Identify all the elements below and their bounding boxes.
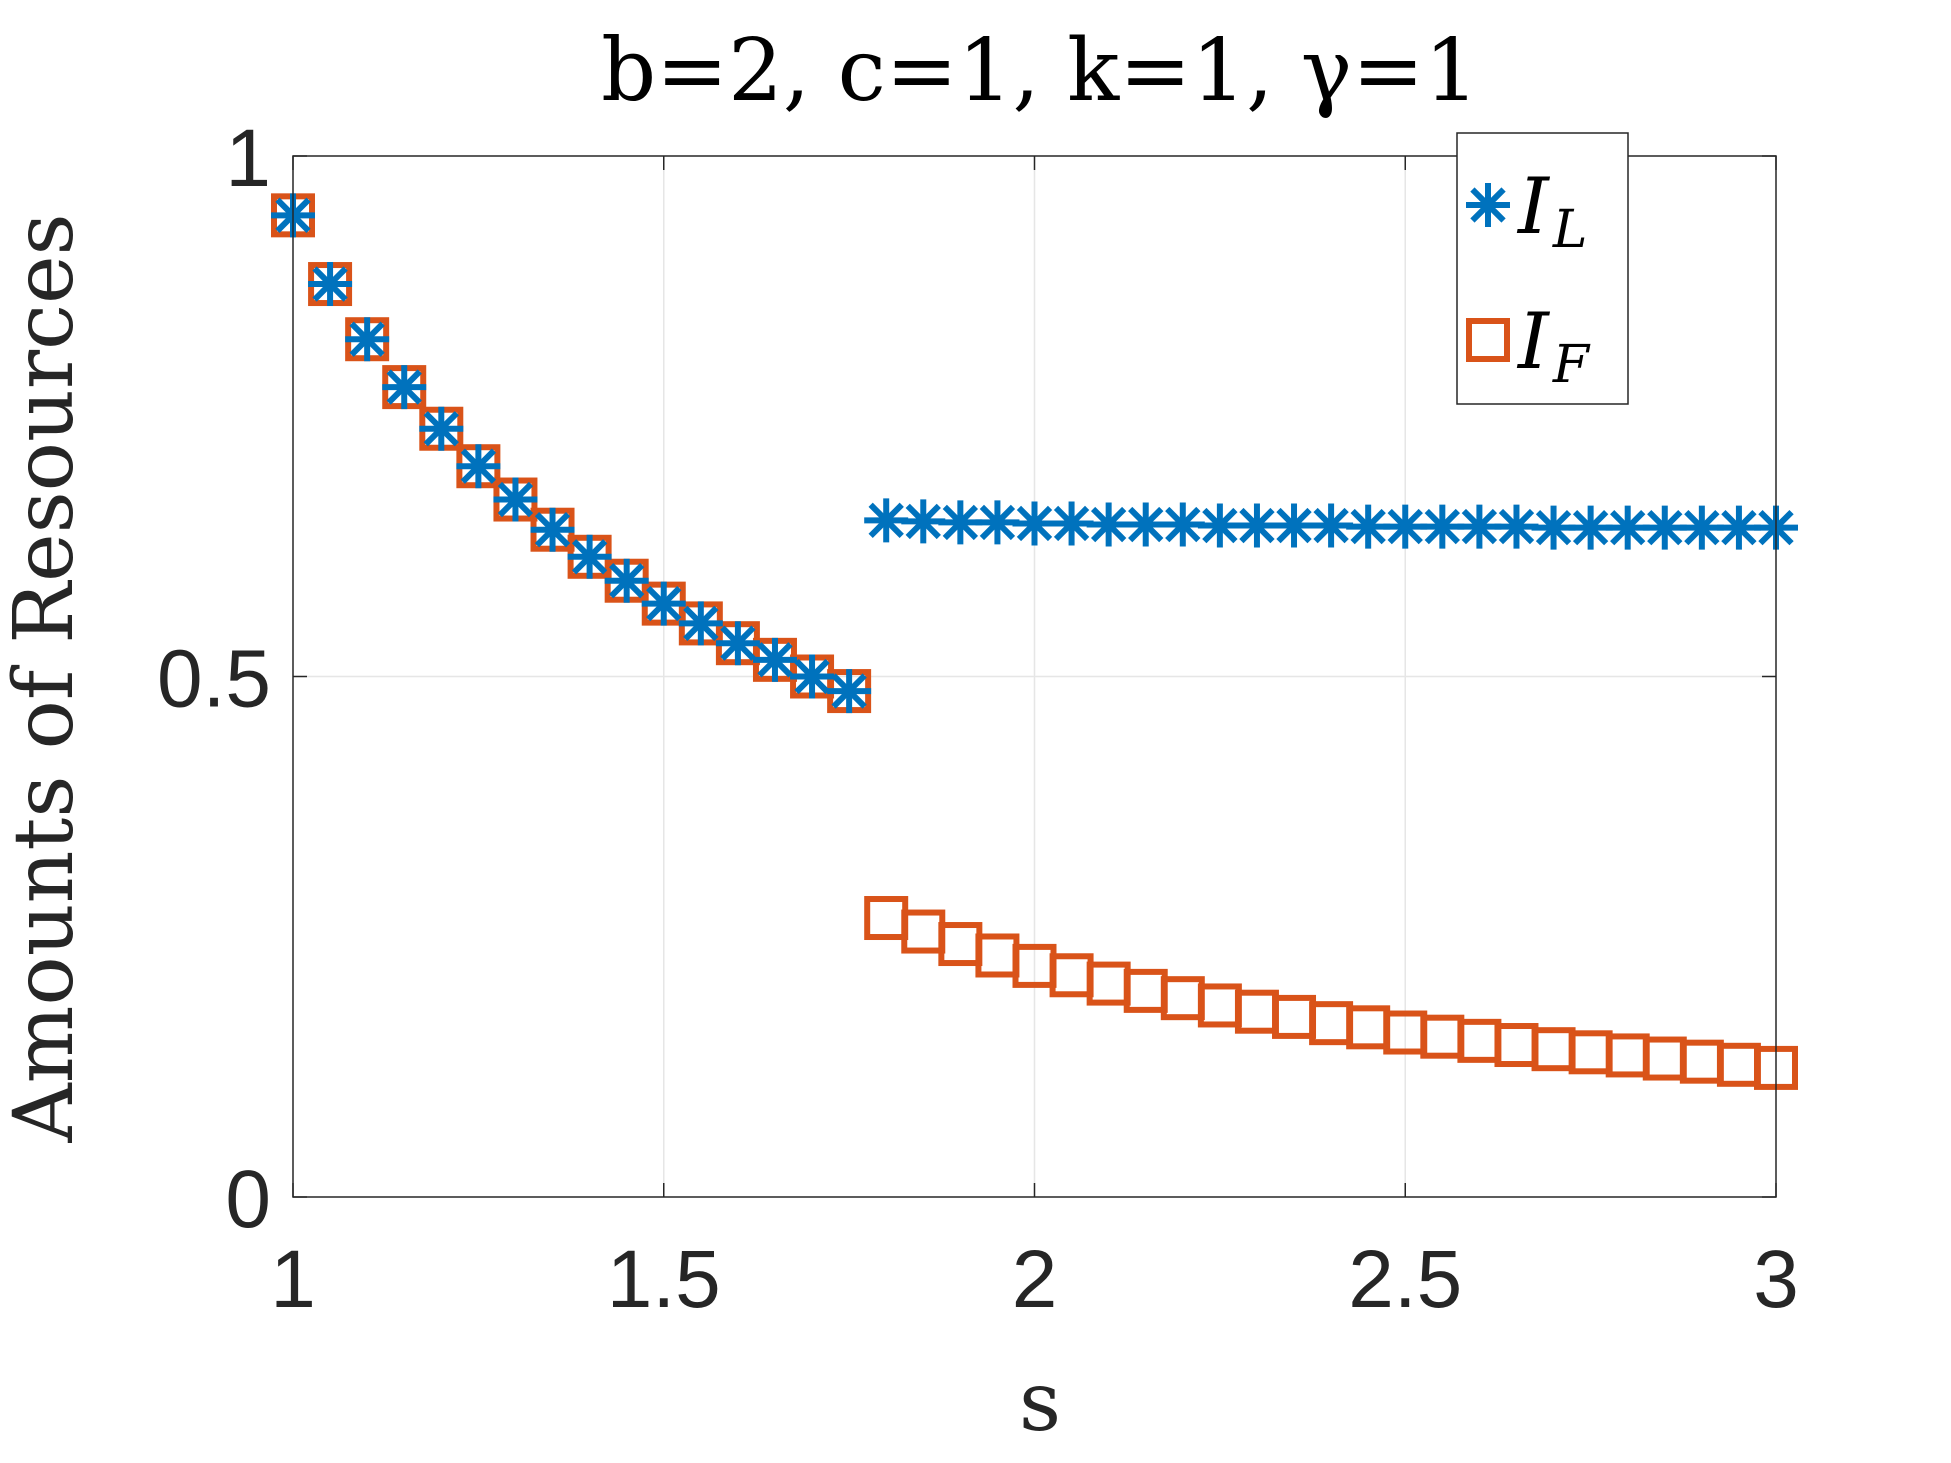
x-tick-label: 1.5 (607, 1234, 721, 1325)
chart-title: b=2, c=1, k=1, γ=1 (601, 21, 1479, 121)
y-tick-label: 1 (225, 113, 271, 204)
x-tick-label: 3 (1753, 1234, 1799, 1325)
y-tick-label: 0 (225, 1154, 271, 1245)
data-point-i-l (864, 498, 909, 543)
data-point-i-l (1012, 501, 1057, 546)
legend-marker-square (1466, 318, 1510, 362)
legend-item-i-f: IF (1466, 297, 1591, 395)
data-point-i-l (1049, 501, 1094, 546)
data-point-i-l (1679, 505, 1724, 550)
axis-ticks: 1 1.5 2 2.5 3 0 0.5 1 (157, 113, 1799, 1325)
data-point-i-l (827, 669, 872, 714)
legend: IL IF (1456, 132, 1629, 405)
data-point-i-l (530, 507, 575, 552)
data-point-i-l (493, 477, 538, 522)
data-point-i-l (567, 534, 612, 579)
data-point-i-l (1605, 505, 1650, 550)
x-tick-label: 1 (270, 1234, 316, 1325)
series-layer (271, 193, 1798, 1090)
data-point-i-l (975, 500, 1020, 545)
data-point-i-l (1457, 504, 1502, 549)
data-point-i-l (790, 654, 835, 699)
data-point-i-l (1568, 505, 1613, 550)
y-axis-label: Amounts of Resources (0, 213, 92, 1143)
data-point-i-l (604, 558, 649, 603)
data-point-i-l (678, 601, 723, 646)
data-point-i-l (1197, 503, 1242, 548)
grid-lines (293, 156, 1776, 1197)
data-point-i-l (345, 317, 390, 362)
data-point-i-l (1272, 503, 1317, 548)
legend-label: IL (1516, 162, 1587, 260)
data-point-i-l (1086, 502, 1131, 547)
data-point-i-l (1716, 505, 1761, 550)
x-tick-label: 2 (1012, 1234, 1058, 1325)
data-point-i-l (1531, 505, 1576, 550)
data-point-i-l (419, 406, 464, 451)
legend-item-i-l: IL (1466, 162, 1587, 260)
data-point-i-l (938, 500, 983, 545)
data-point-i-l (1642, 505, 1687, 550)
data-point-i-l (1123, 502, 1168, 547)
data-point-i-l (382, 365, 427, 410)
data-point-i-l (901, 499, 946, 544)
data-point-i-l (1494, 504, 1539, 549)
x-tick-label: 2.5 (1348, 1234, 1462, 1325)
legend-label: IF (1516, 297, 1591, 395)
data-point-i-l (456, 444, 501, 489)
data-point-i-l (1160, 502, 1205, 547)
data-point-i-l (715, 621, 760, 666)
series-i-l (271, 193, 1798, 714)
data-point-i-l (641, 581, 686, 626)
data-point-i-l (308, 262, 353, 307)
data-point-i-l (1420, 504, 1465, 549)
data-point-i-l (752, 637, 797, 682)
y-tick-label: 0.5 (157, 634, 271, 725)
legend-marker-asterisk (1466, 183, 1510, 227)
data-point-i-l (1234, 503, 1279, 548)
x-axis-label: s (1019, 1355, 1061, 1450)
data-point-i-l (1346, 504, 1391, 549)
data-point-i-l (1383, 504, 1428, 549)
data-point-i-l (1309, 503, 1354, 548)
